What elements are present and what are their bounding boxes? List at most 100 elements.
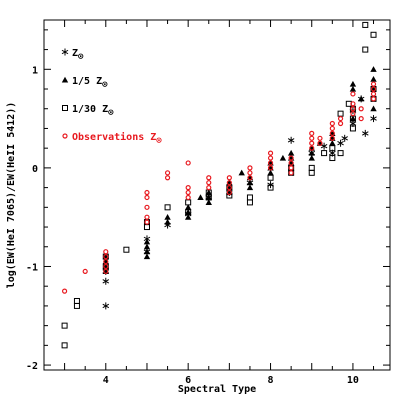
data-point-square (164, 204, 171, 211)
data-point-star (102, 277, 110, 285)
data-point-circle (337, 120, 344, 127)
data-point-circle (226, 185, 232, 191)
data-point-square (185, 209, 192, 216)
data-point-circle (267, 160, 274, 166)
data-point-square (73, 302, 80, 309)
data-point-circle (144, 214, 150, 220)
data-point-triangle (370, 75, 377, 82)
data-point-circle (226, 180, 232, 186)
data-point-triangle (349, 115, 357, 122)
legend-label-suffix: ⊙ (108, 108, 114, 118)
data-point-square (337, 110, 344, 117)
data-point-circle (288, 155, 294, 161)
data-point-circle (317, 135, 323, 141)
legend-label-suffix: ⊙ (102, 80, 108, 90)
legend-label-solar: Z⊙ (72, 48, 84, 62)
data-point-circle (288, 170, 294, 176)
data-point-circle (247, 165, 253, 171)
data-point-circle (337, 115, 344, 122)
data-point-triangle (349, 80, 357, 87)
data-point-square (329, 145, 336, 152)
data-marks (61, 21, 377, 349)
data-point-square (370, 31, 377, 38)
data-point-circle (329, 120, 335, 127)
data-point-triangle (143, 248, 151, 255)
data-point-circle (206, 185, 212, 191)
data-point-triangle (143, 243, 151, 250)
data-point-square (329, 155, 336, 162)
axis-ticks: 4 6 8 10 -2 -1 0 1 (26, 20, 390, 386)
data-point-circle (370, 96, 377, 102)
data-point-triangle (205, 189, 212, 196)
legend-marker-fifth (61, 76, 69, 83)
data-point-triangle (197, 194, 204, 201)
data-point-circle (358, 106, 364, 112)
data-point-circle (247, 170, 253, 176)
data-point-circle (267, 165, 274, 171)
data-point-circle (350, 101, 356, 107)
data-point-circle (309, 145, 315, 151)
data-point-circle (309, 135, 315, 141)
data-point-star (102, 302, 110, 310)
data-point-circle (185, 194, 191, 201)
data-point-square (267, 184, 274, 191)
data-point-circle (358, 115, 364, 122)
data-point-circle (144, 194, 150, 201)
data-point-circle (247, 175, 253, 181)
data-point-square (61, 322, 68, 329)
data-point-triangle (370, 105, 377, 112)
data-point-square (362, 46, 369, 53)
data-point-triangle (164, 218, 171, 225)
data-point-circle (317, 140, 323, 146)
plot-frame (43, 19, 391, 371)
data-point-square (321, 150, 328, 157)
data-point-square (226, 192, 233, 199)
data-point-square (246, 194, 253, 201)
data-point-square (362, 21, 369, 28)
data-point-square (73, 297, 80, 304)
x-tick-label: 10 (347, 375, 359, 386)
data-point-circle (206, 175, 212, 181)
data-point-circle (267, 150, 274, 156)
data-point-circle (185, 185, 191, 191)
data-point-circle (82, 268, 88, 275)
data-point-circle (103, 268, 109, 275)
data-point-square (349, 125, 356, 132)
data-point-circle (370, 86, 377, 92)
data-point-triangle (184, 204, 192, 210)
data-point-square (267, 174, 274, 181)
data-point-circle (144, 204, 150, 210)
legend: Z⊙ 1/5 Z⊙ 1/30 Z⊙ Observations Z⊙ (61, 48, 162, 146)
legend-label-thirtieth: 1/30 Z⊙ (72, 104, 114, 118)
data-point-circle (288, 165, 294, 171)
data-point-triangle (246, 184, 254, 191)
data-point-triangle (329, 140, 336, 146)
data-point-triangle (246, 179, 254, 186)
y-tick-label: 0 (32, 164, 38, 175)
data-point-circle (103, 263, 109, 270)
data-point-triangle (205, 199, 212, 205)
data-point-star (370, 115, 377, 123)
data-point-circle (103, 249, 109, 255)
y-tick-label: -1 (26, 262, 38, 273)
data-point-circle (267, 155, 274, 161)
data-point-circle (226, 189, 232, 196)
legend-label-fifth: 1/5 Z⊙ (72, 76, 108, 90)
y-axis-title: log(EW(HeI 7065)/EW(HeII 5412)) (6, 102, 17, 289)
x-axis-title: Spectral Type (178, 384, 256, 395)
data-point-triangle (143, 238, 151, 245)
y-tick-label: 1 (32, 65, 38, 76)
data-point-circle (226, 175, 232, 181)
data-point-circle (164, 170, 171, 176)
data-point-circle (61, 288, 68, 294)
legend-label-suffix: ⊙ (156, 136, 162, 146)
data-point-triangle (184, 213, 192, 220)
data-point-star (337, 139, 344, 147)
data-point-triangle (308, 154, 315, 161)
data-point-triangle (143, 253, 151, 260)
data-point-circle (164, 175, 171, 181)
data-point-square (246, 199, 253, 206)
legend-label-obs: Observations Z⊙ (72, 131, 162, 146)
data-point-circle (103, 254, 109, 260)
data-point-triangle (164, 213, 171, 220)
